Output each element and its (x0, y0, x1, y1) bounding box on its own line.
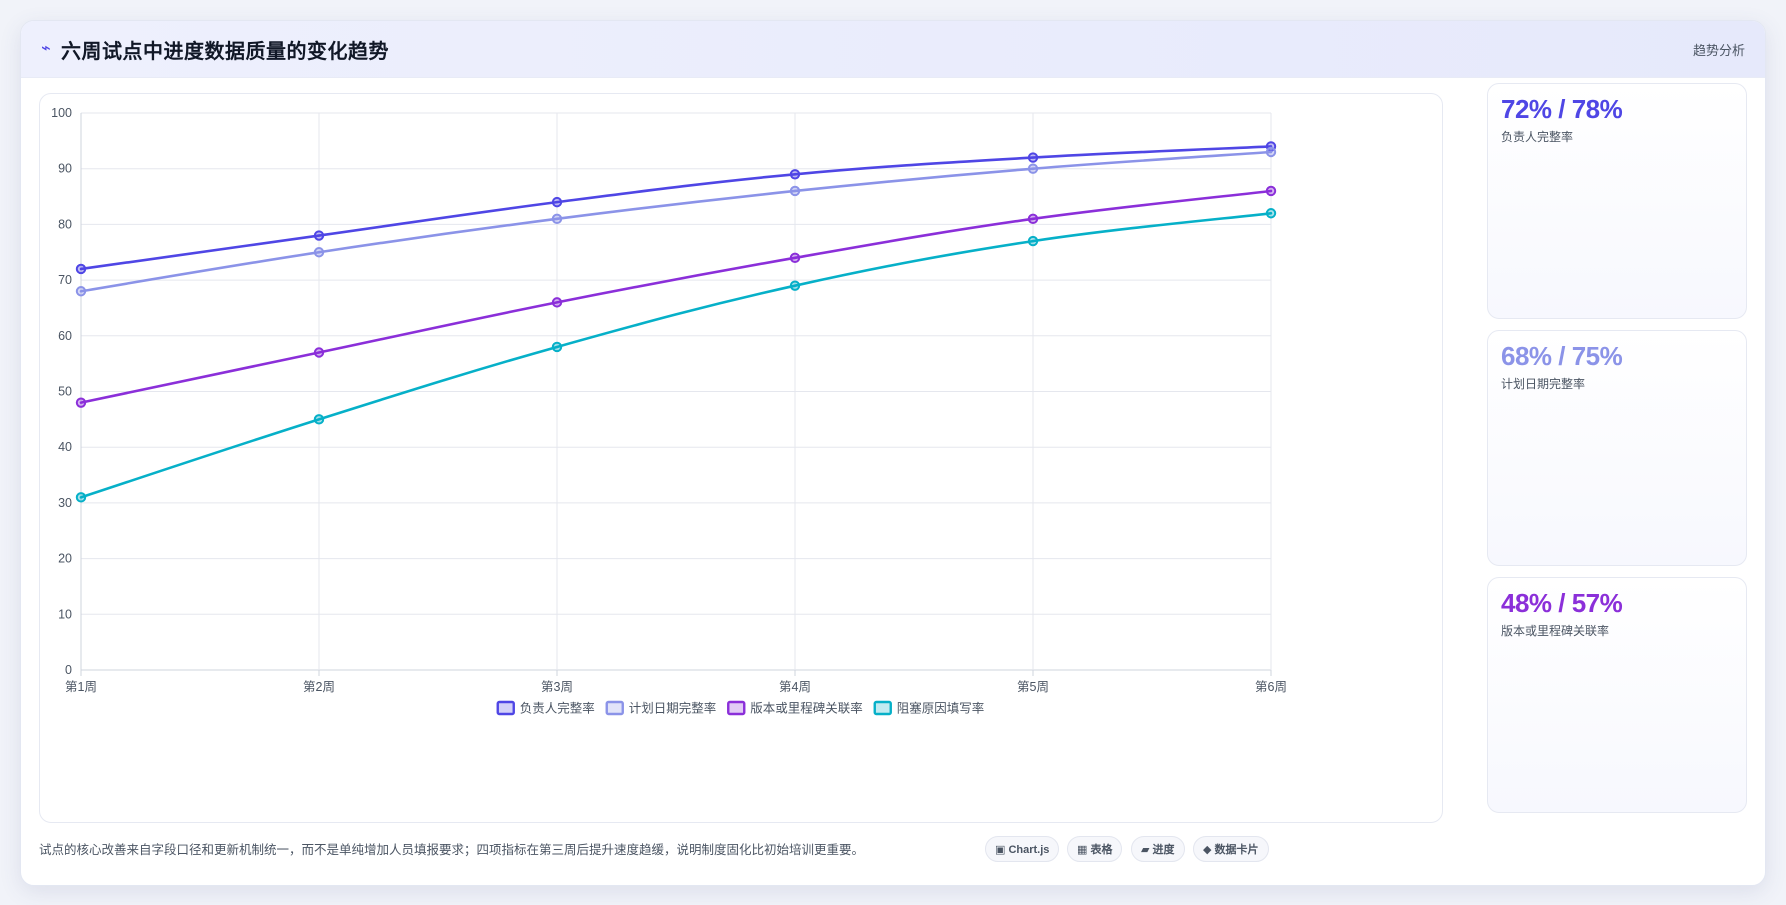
y-tick-label: 10 (58, 607, 72, 621)
stat-label: 负责人完整率 (1501, 130, 1574, 144)
series-line-1 (79, 145, 1273, 271)
y-tick-label: 70 (58, 273, 72, 287)
stat-card-milestone: 48% / 57% 版本或里程碑关联率 (1487, 577, 1747, 813)
data-point (313, 414, 325, 425)
chip-data-card[interactable]: ◆ 数据卡片 (1193, 836, 1269, 862)
data-point (551, 297, 563, 308)
data-point (1027, 163, 1039, 174)
stat-value: 48% / 57% (1501, 588, 1623, 618)
y-tick-label: 60 (58, 329, 72, 343)
data-point (75, 286, 87, 297)
data-point (789, 169, 801, 180)
data-point (1265, 208, 1277, 219)
x-tick-label: 第6周 (1255, 680, 1287, 694)
stat-label: 版本或里程碑关联率 (1501, 624, 1610, 638)
chip-progress[interactable]: ▰ 进度 (1131, 836, 1185, 862)
data-point (313, 230, 325, 241)
data-point (1027, 213, 1039, 225)
stat-label: 计划日期完整率 (1501, 377, 1586, 391)
data-point (75, 397, 87, 408)
data-point (313, 347, 325, 358)
chip-table[interactable]: ▦ 表格 (1067, 836, 1123, 862)
stat-value: 72% / 78% (1501, 94, 1623, 124)
chart-panel: 0 10 20 30 40 50 60 70 80 90 100 第1周 第2周 第3周 第4周 第5周 第6周… (39, 93, 1443, 823)
y-tick-label: 100 (51, 106, 72, 120)
card-header: ⌁ 六周试点中进度数据质量的变化趋势 趋势分析 (21, 21, 1765, 78)
data-point (75, 263, 87, 275)
data-point (551, 341, 563, 353)
series-line-4 (79, 211, 1273, 499)
data-point (1027, 235, 1039, 247)
x-tick-label: 第3周 (541, 680, 573, 694)
legend-swatch (727, 700, 746, 716)
report-card: ⌁ 六周试点中进度数据质量的变化趋势 趋势分析 0 10 20 30 40 50 60 70 8… (20, 20, 1766, 886)
data-point (1027, 152, 1039, 163)
stat-card-owner: 72% / 78% 负责人完整率 (1487, 83, 1747, 319)
chip-chartjs[interactable]: ▣ Chart.js (985, 836, 1060, 862)
legend-label: 计划日期完整率 (629, 701, 717, 716)
page-title: 六周试点中进度数据质量的变化趋势 (61, 41, 389, 63)
legend-label: 阻塞原因填写率 (897, 701, 985, 716)
x-tick-label: 第1周 (65, 680, 97, 694)
y-tick-label: 30 (58, 496, 72, 510)
header-tag: 趋势分析 (1692, 43, 1745, 58)
y-tick-label: 90 (58, 162, 72, 176)
y-tick-label: 20 (58, 552, 72, 566)
legend-swatch (496, 700, 515, 716)
data-point (789, 185, 801, 197)
trend-logo-icon: ⌁ (41, 40, 51, 57)
series-line-3 (79, 189, 1273, 404)
data-point (1265, 146, 1277, 158)
summary-note: 试点的核心改善来自字段口径和更新机制统一，而不是单纯增加人员填报要求；四项指标在… (39, 843, 865, 857)
data-point (789, 280, 801, 291)
y-tick-label: 80 (58, 217, 72, 231)
data-point (789, 252, 801, 264)
data-point (75, 492, 87, 503)
x-tick-label: 第4周 (779, 680, 811, 694)
legend-swatch (873, 700, 892, 716)
series-line-2 (79, 150, 1273, 293)
stat-card-plan-date: 68% / 75% 计划日期完整率 (1487, 330, 1747, 566)
y-tick-label: 40 (58, 440, 72, 454)
stat-value: 68% / 75% (1501, 341, 1623, 371)
y-tick-label: 0 (65, 663, 72, 677)
y-tick-label: 50 (58, 385, 72, 399)
data-point (551, 196, 563, 208)
data-point (1265, 185, 1277, 197)
data-point (313, 247, 325, 258)
legend-label: 负责人完整率 (520, 701, 595, 716)
data-point (551, 213, 563, 225)
line-chart: 0 10 20 30 40 50 60 70 80 90 100 第1周 第2周 第3周 第4周 第5周 第6周… (51, 106, 1287, 716)
x-tick-label: 第2周 (303, 680, 335, 694)
legend-label: 版本或里程碑关联率 (750, 701, 863, 716)
x-tick-label: 第5周 (1017, 680, 1049, 694)
legend-swatch (605, 700, 624, 716)
